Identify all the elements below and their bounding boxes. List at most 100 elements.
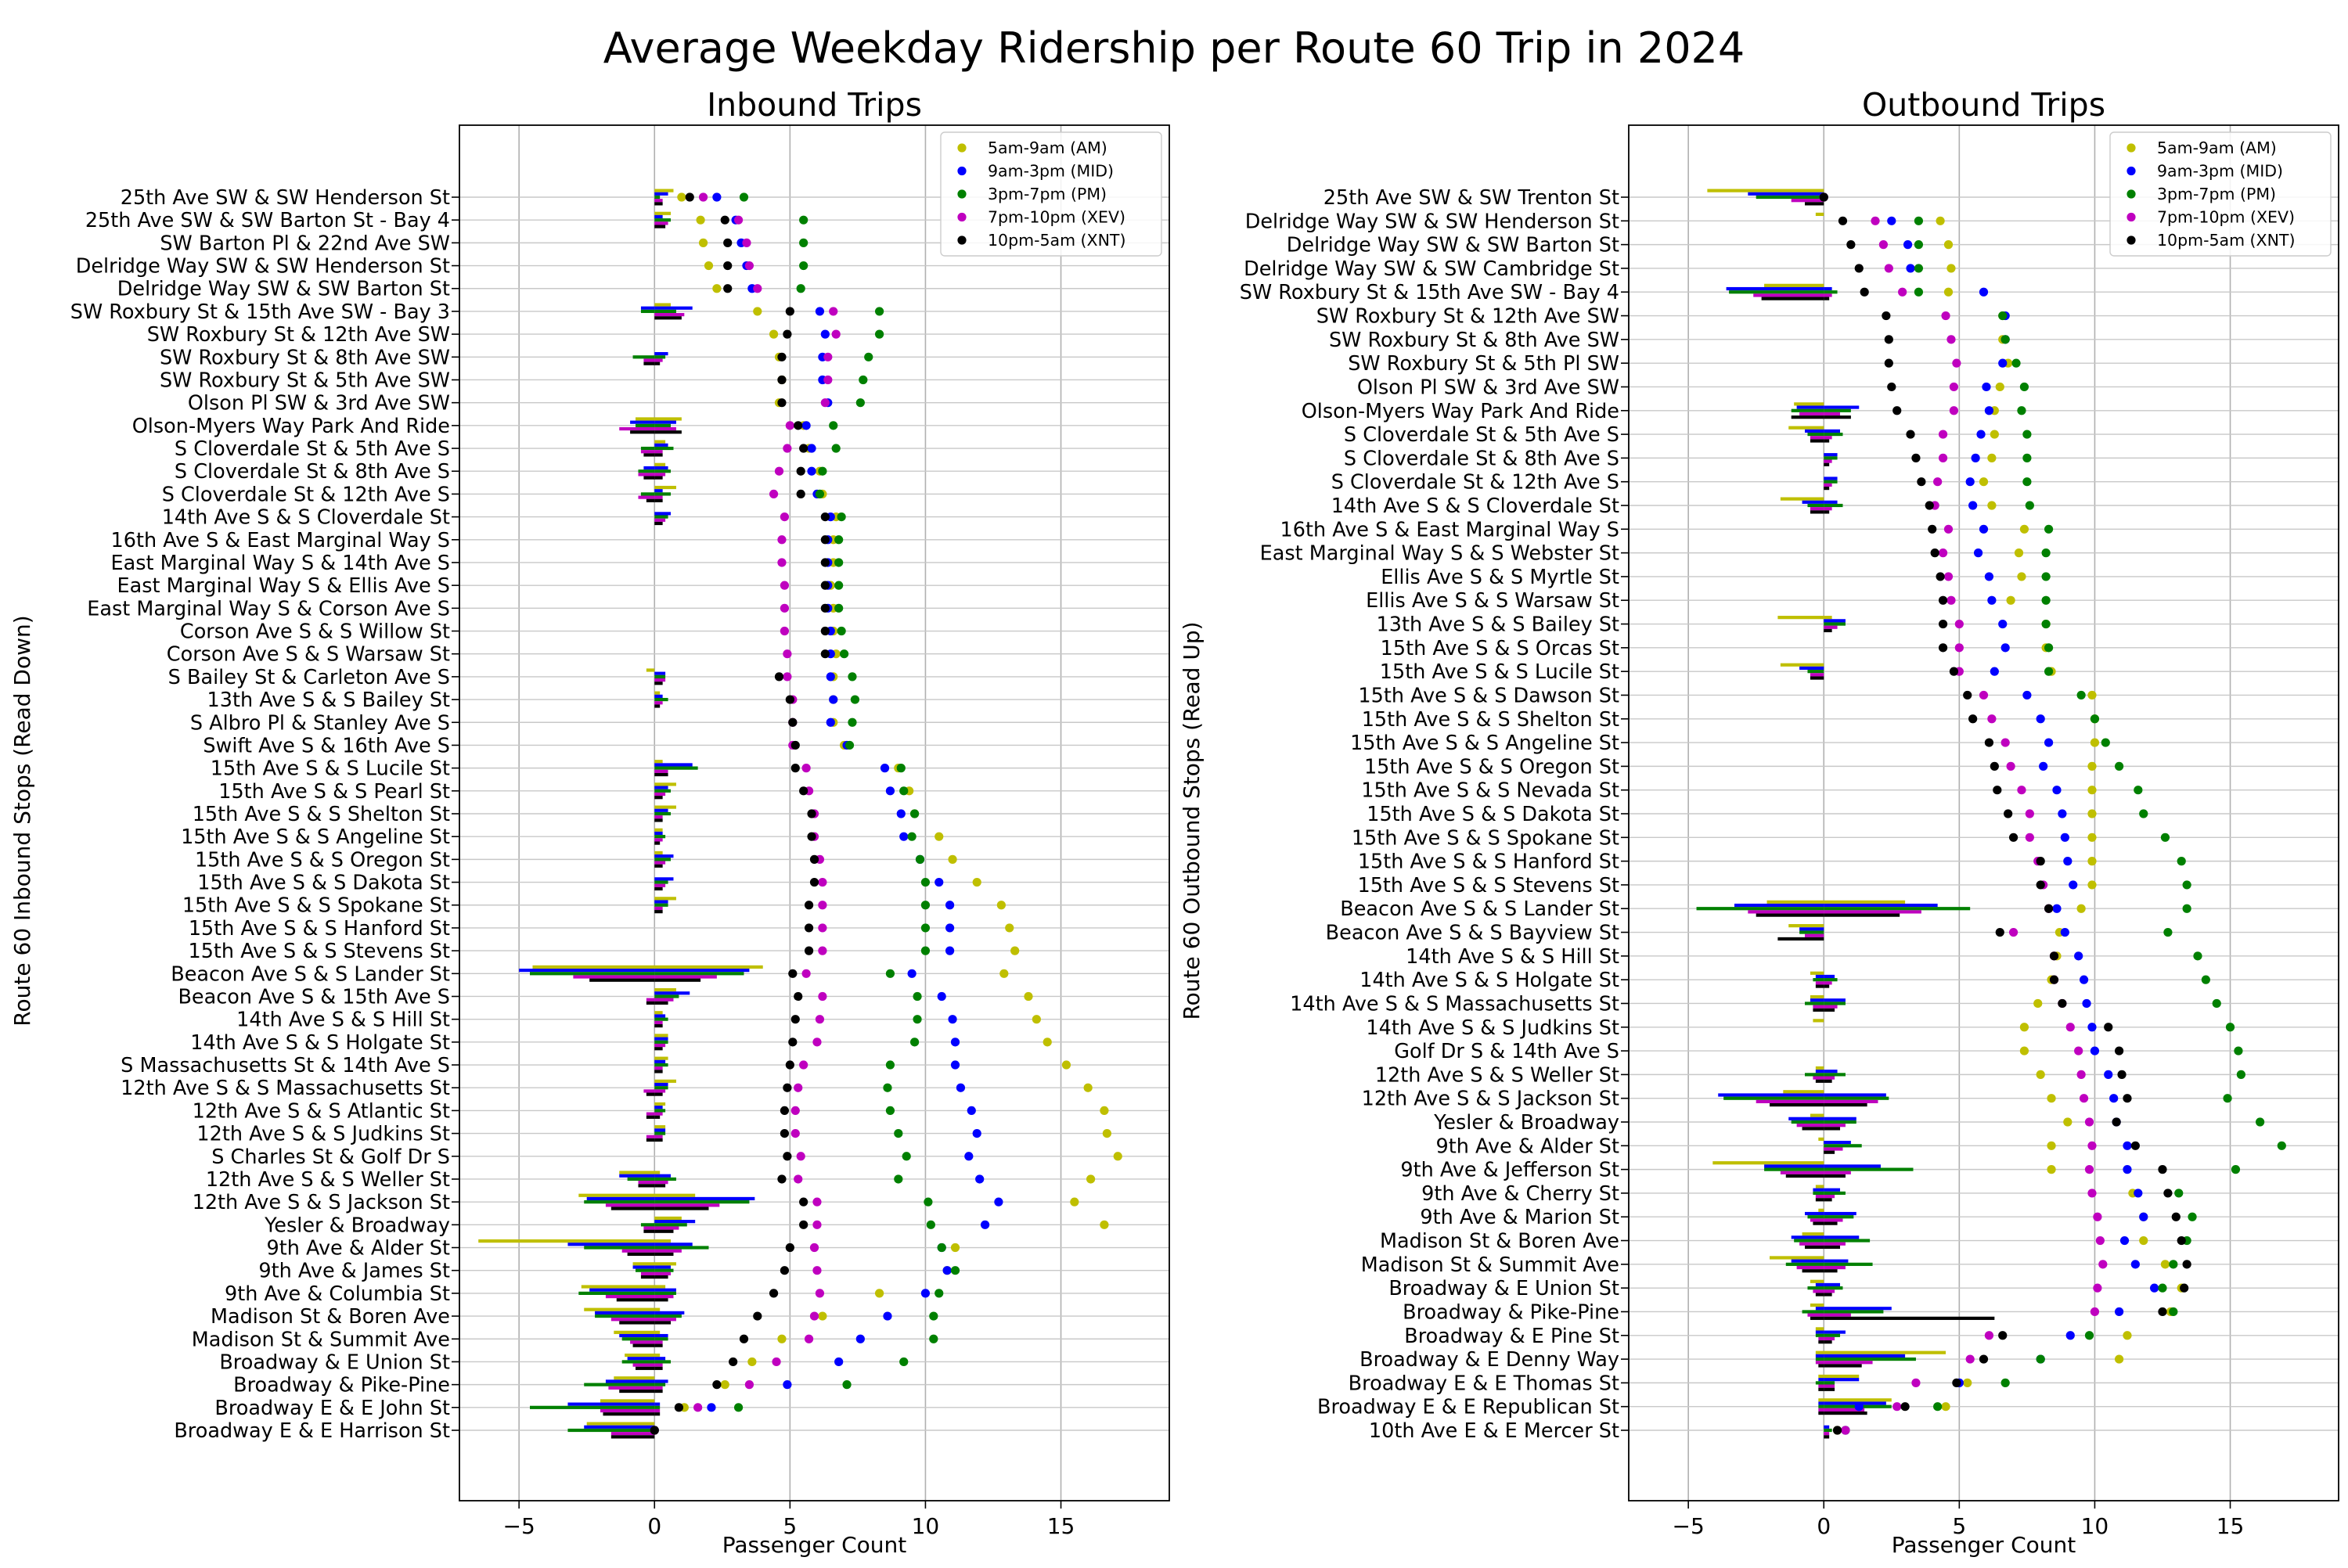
ons-bar — [654, 218, 672, 222]
load-point — [2087, 761, 2097, 771]
legend-marker — [2127, 236, 2136, 245]
offs-bar — [584, 1307, 655, 1311]
load-point — [2117, 1070, 2127, 1079]
legend-marker — [2127, 166, 2136, 176]
ons-bar — [1824, 913, 1900, 917]
load-point — [2017, 406, 2026, 415]
load-point — [2076, 1070, 2086, 1079]
load-point — [2212, 998, 2221, 1009]
ons-bar — [654, 225, 666, 228]
offs-bar — [1777, 616, 1824, 620]
load-point — [812, 1266, 822, 1275]
stop-label: 12th Ave S & S Judkins St — [196, 1123, 450, 1146]
stop-label: Broadway E & E Republican St — [1317, 1396, 1619, 1419]
ons-bar — [654, 858, 672, 861]
ons-bar — [654, 1171, 661, 1174]
load-point — [809, 1311, 819, 1321]
load-point — [820, 398, 830, 408]
ons-bar — [654, 495, 663, 499]
load-point — [2087, 786, 2097, 795]
load-point — [2182, 880, 2191, 890]
ons-bar — [1824, 1262, 1873, 1266]
stop-label: 15th Ave S & S Pearl St — [218, 780, 450, 804]
ons-bar — [654, 1128, 666, 1132]
offs-bar — [589, 1288, 655, 1292]
load-point — [777, 535, 787, 545]
load-point — [720, 1380, 729, 1390]
offs-bar — [1818, 1387, 1824, 1391]
offs-bar — [1810, 676, 1824, 680]
offs-bar — [1815, 1381, 1824, 1385]
load-point — [920, 923, 931, 933]
load-point — [2123, 1165, 2132, 1174]
load-point — [2130, 1260, 2140, 1269]
ons-bar — [654, 796, 663, 800]
load-point — [729, 1357, 738, 1367]
x-tick-label: 10 — [2081, 1513, 2109, 1539]
ons-bar — [654, 476, 663, 480]
load-point — [820, 626, 830, 636]
ons-bar — [1824, 1374, 1860, 1379]
load-point — [650, 1426, 659, 1435]
load-point — [733, 215, 744, 225]
load-point — [956, 1083, 966, 1092]
load-point — [2139, 1212, 2148, 1221]
load-point — [812, 1038, 822, 1047]
stop-label: Madison St & Boren Ave — [211, 1305, 450, 1329]
ons-bar — [1824, 1150, 1835, 1154]
offs-bar — [1796, 1265, 1824, 1270]
stop-label: 15th Ave S & S Dakota St — [1367, 803, 1619, 826]
load-point — [2104, 1070, 2113, 1079]
stop-label: SW Roxbury St & 15th Ave SW - Bay 3 — [70, 300, 450, 324]
load-point — [1024, 991, 1033, 1002]
load-point — [2109, 1094, 2119, 1103]
load-point — [785, 421, 794, 430]
load-point — [820, 329, 830, 339]
offs-bar — [1788, 1117, 1824, 1120]
stop-label: Beacon Ave S & S Lander St — [171, 962, 450, 986]
offs-bar — [478, 1239, 655, 1243]
offs-bar — [1810, 1218, 1824, 1222]
load-point — [915, 854, 925, 864]
load-point — [848, 672, 857, 682]
ons-bar — [654, 423, 672, 427]
offs-bar — [636, 1268, 655, 1272]
load-point — [902, 1152, 911, 1161]
ons-bar — [654, 1271, 672, 1276]
ons-bar — [654, 1177, 676, 1181]
offs-bar — [636, 417, 655, 421]
stop-label: S Cloverdale St & 8th Ave S — [175, 460, 450, 484]
ons-bar — [1824, 415, 1851, 419]
ons-bar — [654, 1138, 663, 1142]
offs-bar — [519, 968, 655, 973]
load-point — [818, 901, 827, 910]
load-point — [2041, 595, 2051, 605]
offs-bar — [638, 473, 655, 477]
y-axis-label: Route 60 Inbound Stops (Read Down) — [9, 615, 35, 1026]
ons-bar — [654, 1106, 663, 1109]
load-point — [2236, 1070, 2245, 1079]
ons-bar — [654, 221, 668, 225]
ons-bar — [654, 1357, 666, 1361]
offs-bar — [1799, 1242, 1824, 1246]
ons-bar — [654, 697, 668, 702]
ons-bar — [654, 1353, 661, 1358]
load-point — [859, 375, 868, 385]
offs-bar — [1805, 429, 1824, 433]
offs-bar — [610, 1207, 655, 1210]
load-point — [807, 809, 816, 818]
ons-bar — [1824, 622, 1846, 626]
ons-bar — [654, 1360, 672, 1364]
offs-bar — [1810, 673, 1824, 677]
load-point — [839, 649, 849, 659]
offs-bar — [1805, 933, 1824, 937]
x-tick-label: 0 — [647, 1513, 661, 1539]
ons-bar — [654, 1011, 663, 1015]
load-point — [818, 877, 827, 887]
load-point — [1892, 406, 1902, 415]
offs-bar — [1753, 293, 1824, 297]
load-point — [1938, 595, 1948, 605]
ons-bar — [654, 426, 676, 431]
load-point — [815, 489, 825, 499]
